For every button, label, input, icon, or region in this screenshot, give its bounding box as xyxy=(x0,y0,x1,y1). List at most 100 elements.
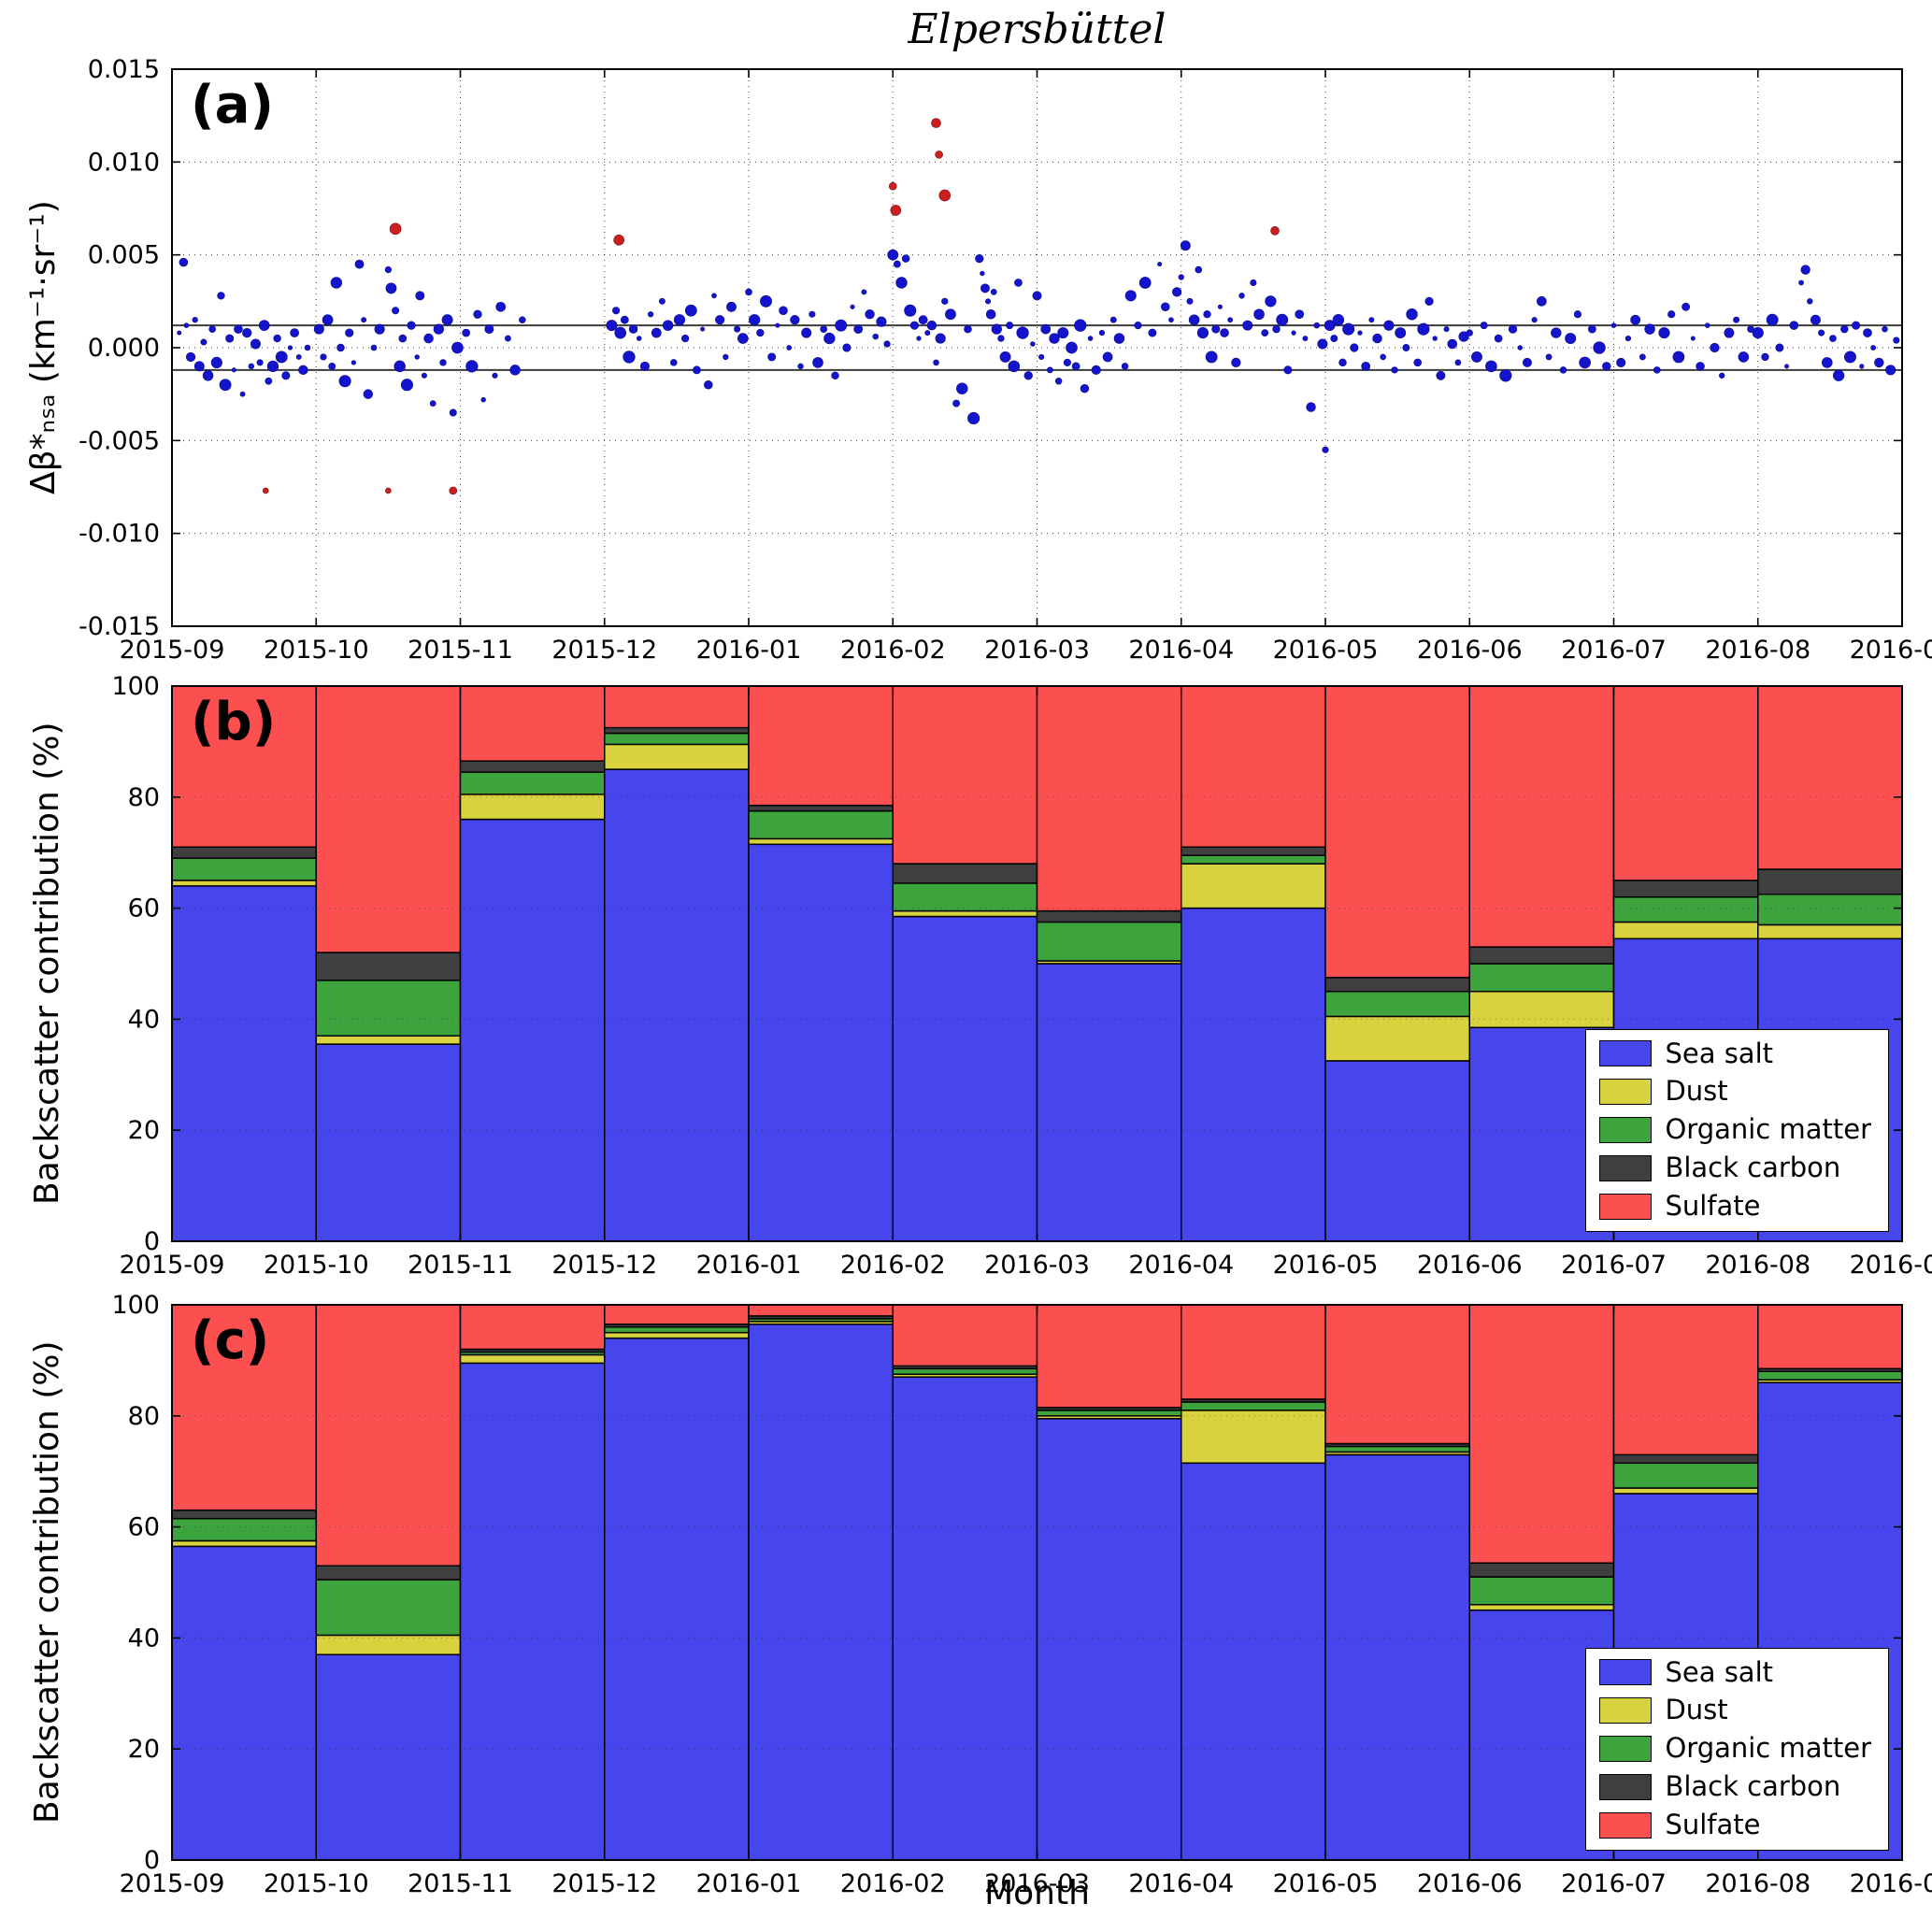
svg-text:2016-02: 2016-02 xyxy=(840,636,946,665)
legend-item: Organic matter xyxy=(1599,1732,1871,1765)
svg-text:0: 0 xyxy=(144,1227,160,1256)
svg-text:2016-02: 2016-02 xyxy=(840,1251,946,1280)
svg-text:2015-11: 2015-11 xyxy=(408,1869,513,1898)
svg-text:2016-06: 2016-06 xyxy=(1417,1251,1523,1280)
legend-item: Dust xyxy=(1599,1696,1871,1725)
svg-text:40: 40 xyxy=(128,1624,160,1653)
legend-item: Black carbon xyxy=(1599,1770,1871,1803)
svg-text:2016-07: 2016-07 xyxy=(1561,1869,1667,1898)
svg-text:0.010: 0.010 xyxy=(88,148,160,177)
svg-text:2016-09: 2016-09 xyxy=(1850,1869,1932,1898)
panel-letter-b: (b) xyxy=(191,692,277,752)
legend-label: Sulfate xyxy=(1665,1809,1761,1841)
svg-text:2015-11: 2015-11 xyxy=(408,636,513,665)
svg-text:60: 60 xyxy=(128,894,160,923)
svg-text:40: 40 xyxy=(128,1005,160,1034)
legend-swatch-sea-salt xyxy=(1599,1659,1653,1686)
svg-text:2015-09: 2015-09 xyxy=(120,636,225,665)
ylabel-panel-b: Backscatter contribution (%) xyxy=(28,722,66,1206)
svg-text:0.015: 0.015 xyxy=(88,55,160,84)
svg-text:2015-10: 2015-10 xyxy=(264,636,369,665)
legend-label: Black carbon xyxy=(1665,1770,1841,1803)
svg-text:2015-09: 2015-09 xyxy=(120,1251,225,1280)
legend-item: Black carbon xyxy=(1599,1152,1871,1184)
svg-text:2015-10: 2015-10 xyxy=(264,1251,369,1280)
svg-text:2016-09: 2016-09 xyxy=(1850,1251,1932,1280)
svg-text:2015-12: 2015-12 xyxy=(551,636,657,665)
legend-item: Sulfate xyxy=(1599,1190,1871,1223)
legend-swatch-dust xyxy=(1599,1697,1653,1724)
svg-text:2015-11: 2015-11 xyxy=(408,1251,513,1280)
panel-letter-c: (c) xyxy=(191,1310,270,1371)
svg-text:2016-05: 2016-05 xyxy=(1273,1251,1379,1280)
svg-text:-0.005: -0.005 xyxy=(79,426,160,455)
svg-text:2016-01: 2016-01 xyxy=(696,1251,802,1280)
legend-label: Black carbon xyxy=(1665,1152,1841,1184)
svg-text:-0.010: -0.010 xyxy=(79,520,160,549)
svg-text:2016-03: 2016-03 xyxy=(984,1251,1090,1280)
svg-text:-0.015: -0.015 xyxy=(79,612,160,641)
figure-title: Elpersbüttel xyxy=(908,6,1166,53)
svg-text:0.005: 0.005 xyxy=(88,241,160,270)
legend-panel-c: Sea salt Dust Organic matter Black carbon Su… xyxy=(1585,1647,1889,1851)
legend-item: Sea salt xyxy=(1599,1037,1871,1069)
legend-label: Sea salt xyxy=(1665,1655,1773,1688)
svg-text:2016-03: 2016-03 xyxy=(984,1869,1090,1898)
legend-swatch-organic-matter xyxy=(1599,1736,1653,1763)
svg-text:80: 80 xyxy=(128,783,160,812)
panel-letter-a: (a) xyxy=(191,75,274,136)
legend-swatch-dust xyxy=(1599,1079,1653,1106)
legend-label: Sea salt xyxy=(1665,1037,1773,1069)
svg-text:2015-12: 2015-12 xyxy=(551,1251,657,1280)
svg-text:2016-06: 2016-06 xyxy=(1417,1869,1523,1898)
svg-text:2016-05: 2016-05 xyxy=(1273,1869,1379,1898)
legend-swatch-black-carbon xyxy=(1599,1774,1653,1801)
svg-text:2015-10: 2015-10 xyxy=(264,1869,369,1898)
stacked-bar-plot-b: 2015-09 2015-10 2015-11 2015-12 2016-01 2016-… xyxy=(111,672,1932,1280)
svg-text:2016-05: 2016-05 xyxy=(1273,636,1379,665)
svg-text:2016-08: 2016-08 xyxy=(1705,636,1810,665)
ylabel-panel-a: Δβ*ₙₛₐ (km⁻¹·sr⁻¹) xyxy=(24,200,63,495)
legend-item: Sea salt xyxy=(1599,1655,1871,1688)
legend-label: Dust xyxy=(1665,1075,1728,1108)
svg-text:100: 100 xyxy=(111,672,160,701)
svg-text:2016-04: 2016-04 xyxy=(1128,1251,1234,1280)
svg-text:60: 60 xyxy=(128,1513,160,1542)
svg-text:2016-04: 2016-04 xyxy=(1128,1869,1234,1898)
legend-swatch-sulfate xyxy=(1599,1812,1653,1839)
legend-label: Organic matter xyxy=(1665,1732,1871,1765)
legend-swatch-black-carbon xyxy=(1599,1155,1653,1182)
svg-text:100: 100 xyxy=(111,1291,160,1320)
svg-text:2016-02: 2016-02 xyxy=(840,1869,946,1898)
svg-text:20: 20 xyxy=(128,1116,160,1145)
svg-text:2016-01: 2016-01 xyxy=(696,636,802,665)
legend-panel-b: Sea salt Dust Organic matter Black carbon Su… xyxy=(1585,1028,1889,1232)
legend-item: Organic matter xyxy=(1599,1113,1871,1146)
legend-swatch-sea-salt xyxy=(1599,1040,1653,1067)
svg-text:2016-04: 2016-04 xyxy=(1128,636,1234,665)
ylabel-panel-c: Backscatter contribution (%) xyxy=(28,1340,66,1825)
x-axis-label: Month xyxy=(984,1874,1090,1912)
legend-swatch-sulfate xyxy=(1599,1194,1653,1221)
svg-text:2016-09: 2016-09 xyxy=(1850,636,1932,665)
svg-text:2015-12: 2015-12 xyxy=(551,1869,657,1898)
svg-text:2016-01: 2016-01 xyxy=(696,1869,802,1898)
panel-a: 2015-09 2015-10 2015-11 2015-12 2016-01 2016-… xyxy=(79,55,1932,665)
legend-label: Organic matter xyxy=(1665,1113,1871,1146)
legend-swatch-organic-matter xyxy=(1599,1117,1653,1144)
svg-text:2015-09: 2015-09 xyxy=(120,1869,225,1898)
svg-text:2016-07: 2016-07 xyxy=(1561,636,1667,665)
panel-b: 2015-09 2015-10 2015-11 2015-12 2016-01 2016-… xyxy=(111,672,1932,1280)
svg-text:2016-08: 2016-08 xyxy=(1705,1251,1810,1280)
legend-item: Sulfate xyxy=(1599,1810,1871,1840)
scatter-plot-a: 2015-09 2015-10 2015-11 2015-12 2016-01 2016-… xyxy=(79,55,1932,665)
svg-text:2016-07: 2016-07 xyxy=(1561,1251,1667,1280)
svg-text:2016-08: 2016-08 xyxy=(1705,1869,1810,1898)
svg-text:80: 80 xyxy=(128,1402,160,1431)
svg-text:0.000: 0.000 xyxy=(88,334,160,363)
panel-c: 2015-09 2015-10 2015-11 2015-12 2016-01 2016-… xyxy=(111,1291,1932,1898)
svg-text:20: 20 xyxy=(128,1735,160,1764)
legend-label: Dust xyxy=(1665,1694,1728,1726)
legend-label: Sulfate xyxy=(1665,1190,1761,1223)
